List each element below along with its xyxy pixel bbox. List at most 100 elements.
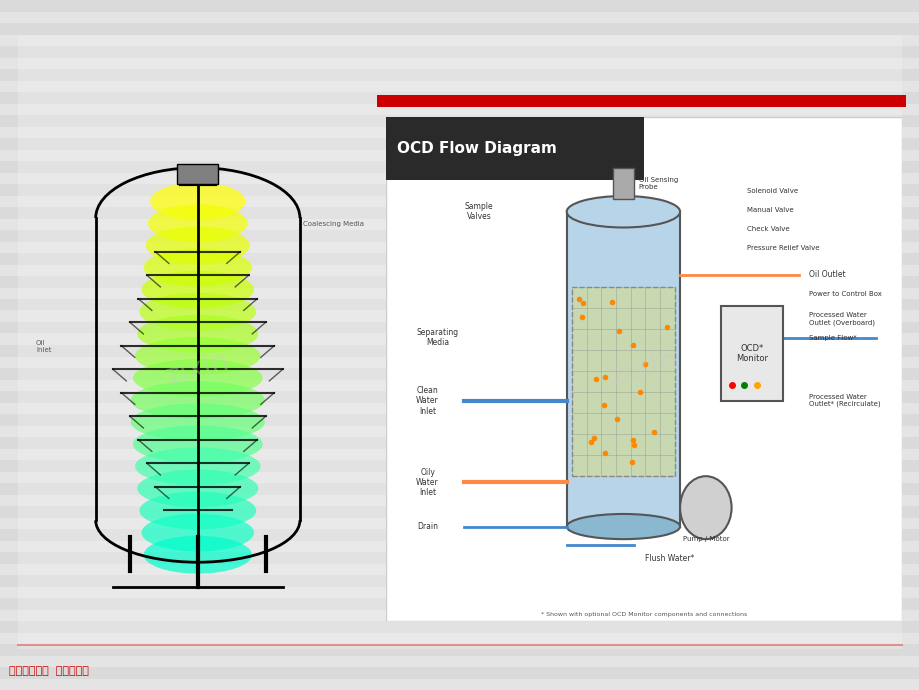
Circle shape bbox=[679, 476, 731, 539]
Bar bbox=[0, 12, 919, 23]
Bar bbox=[0, 495, 919, 506]
Bar bbox=[0, 310, 919, 322]
Text: 武汉理工大学  轮机工程系: 武汉理工大学 轮机工程系 bbox=[9, 666, 89, 676]
Text: Oil Sensing
Probe: Oil Sensing Probe bbox=[638, 177, 677, 190]
Bar bbox=[0, 138, 919, 150]
Bar bbox=[0, 633, 919, 644]
Ellipse shape bbox=[137, 315, 258, 353]
Bar bbox=[0, 161, 919, 172]
Bar bbox=[0, 540, 919, 552]
Bar bbox=[0, 230, 919, 241]
Bar bbox=[572, 287, 675, 476]
Text: Drain: Drain bbox=[416, 522, 437, 531]
Bar bbox=[0, 667, 919, 678]
Ellipse shape bbox=[566, 514, 679, 539]
Bar bbox=[0, 471, 919, 483]
Text: zixin: zixin bbox=[163, 347, 233, 391]
Bar bbox=[0, 322, 919, 333]
Ellipse shape bbox=[146, 226, 249, 264]
Bar bbox=[0, 219, 919, 230]
Bar bbox=[0, 81, 919, 92]
Bar bbox=[0, 184, 919, 195]
Bar bbox=[0, 299, 919, 310]
Ellipse shape bbox=[135, 448, 260, 485]
Text: Check Valve: Check Valve bbox=[746, 226, 789, 232]
Bar bbox=[0, 195, 919, 207]
Bar bbox=[0, 288, 919, 299]
Bar bbox=[0, 241, 919, 253]
Bar bbox=[612, 168, 633, 199]
Bar bbox=[0, 426, 919, 437]
Bar bbox=[177, 164, 218, 184]
Bar bbox=[0, 333, 919, 345]
Text: Oily
Water
Inlet: Oily Water Inlet bbox=[415, 468, 438, 497]
Bar bbox=[386, 117, 643, 180]
Bar bbox=[0, 529, 919, 540]
Bar bbox=[0, 564, 919, 575]
Bar bbox=[0, 609, 919, 621]
Bar bbox=[18, 34, 901, 649]
Bar bbox=[0, 357, 919, 368]
Ellipse shape bbox=[133, 425, 262, 463]
Bar bbox=[0, 345, 919, 357]
Bar bbox=[0, 0, 919, 12]
Ellipse shape bbox=[140, 293, 255, 331]
Text: Solenoid Valve: Solenoid Valve bbox=[746, 188, 798, 194]
Bar bbox=[0, 518, 919, 529]
Text: Pump / Motor: Pump / Motor bbox=[682, 536, 729, 542]
Text: * Shown with optional OCD Monitor components and connections: * Shown with optional OCD Monitor compon… bbox=[540, 612, 746, 617]
Text: Separating
Media: Separating Media bbox=[416, 328, 459, 347]
Bar bbox=[0, 402, 919, 414]
Bar bbox=[0, 23, 919, 34]
Ellipse shape bbox=[130, 381, 265, 419]
Text: zixin: zixin bbox=[606, 346, 681, 392]
Bar bbox=[0, 69, 919, 81]
Bar bbox=[0, 126, 919, 138]
Ellipse shape bbox=[137, 470, 258, 507]
Bar bbox=[0, 172, 919, 184]
Bar bbox=[0, 678, 919, 690]
Bar bbox=[0, 656, 919, 667]
Text: OCD Flow Diagram: OCD Flow Diagram bbox=[396, 141, 556, 156]
Text: Flush Water*: Flush Water* bbox=[644, 553, 694, 562]
Text: Pressure Relief Valve: Pressure Relief Valve bbox=[746, 244, 819, 250]
Text: Oil Outlet: Oil Outlet bbox=[808, 270, 845, 279]
Bar bbox=[566, 212, 679, 526]
Bar bbox=[0, 104, 919, 115]
Bar bbox=[0, 460, 919, 471]
Bar bbox=[720, 306, 782, 401]
Bar bbox=[0, 483, 919, 495]
Ellipse shape bbox=[148, 204, 247, 242]
Ellipse shape bbox=[133, 359, 262, 397]
Bar bbox=[0, 34, 919, 46]
Bar bbox=[0, 552, 919, 564]
Ellipse shape bbox=[130, 403, 265, 441]
Bar bbox=[0, 644, 919, 655]
Bar bbox=[0, 276, 919, 288]
Bar bbox=[0, 506, 919, 518]
Text: Manual Valve: Manual Valve bbox=[746, 207, 793, 213]
Ellipse shape bbox=[150, 182, 245, 220]
Bar bbox=[0, 391, 919, 402]
Bar bbox=[0, 46, 919, 57]
Bar bbox=[0, 575, 919, 586]
Bar bbox=[377, 95, 905, 107]
Bar bbox=[0, 380, 919, 391]
Bar bbox=[0, 207, 919, 219]
Ellipse shape bbox=[566, 196, 679, 228]
Bar bbox=[0, 150, 919, 161]
Text: OCD*
Monitor: OCD* Monitor bbox=[735, 344, 767, 363]
Text: Clean
Water
Inlet: Clean Water Inlet bbox=[415, 386, 438, 415]
Text: Sample
Valves: Sample Valves bbox=[464, 202, 493, 221]
Bar bbox=[0, 598, 919, 609]
Bar bbox=[0, 586, 919, 598]
Text: Power to Control Box: Power to Control Box bbox=[808, 290, 880, 297]
Bar bbox=[0, 437, 919, 448]
Text: Oil
Inlet: Oil Inlet bbox=[36, 340, 51, 353]
Text: Processed Water
Outlet (Overboard): Processed Water Outlet (Overboard) bbox=[808, 312, 874, 326]
Bar bbox=[0, 621, 919, 633]
Bar bbox=[0, 57, 919, 69]
Bar bbox=[0, 414, 919, 426]
Bar bbox=[0, 448, 919, 460]
Ellipse shape bbox=[143, 536, 252, 573]
